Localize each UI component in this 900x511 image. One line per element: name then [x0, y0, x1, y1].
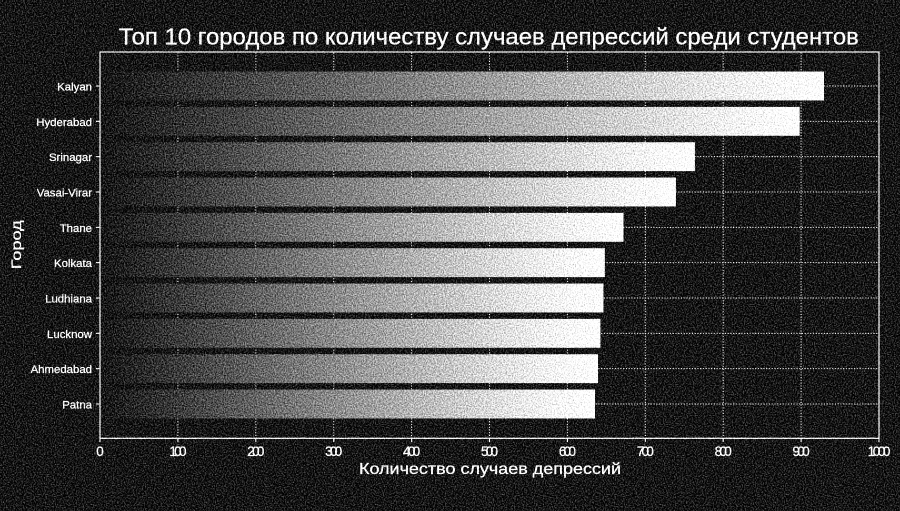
- svg-text:1000: 1000: [868, 444, 891, 459]
- svg-text:Ludhiana: Ludhiana: [45, 294, 93, 306]
- svg-text:Топ 10 городов по количеству с: Топ 10 городов по количеству случаев деп…: [119, 23, 859, 49]
- svg-text:600: 600: [559, 444, 576, 459]
- svg-text:Kalyan: Kalyan: [57, 82, 92, 94]
- svg-text:500: 500: [481, 444, 498, 459]
- svg-text:Patna: Patna: [62, 400, 92, 412]
- svg-text:700: 700: [637, 444, 654, 459]
- svg-text:Ahmedabad: Ahmedabad: [31, 364, 92, 376]
- svg-text:800: 800: [715, 444, 732, 459]
- svg-text:0: 0: [96, 444, 103, 459]
- svg-text:400: 400: [403, 444, 420, 459]
- svg-text:900: 900: [793, 444, 810, 459]
- svg-text:300: 300: [325, 444, 342, 459]
- svg-text:Lucknow: Lucknow: [47, 329, 93, 341]
- svg-text:Hyderabad: Hyderabad: [36, 117, 92, 129]
- svg-text:Город: Город: [8, 220, 24, 269]
- svg-text:Kolkata: Kolkata: [54, 258, 93, 270]
- svg-text:100: 100: [169, 444, 186, 459]
- svg-text:200: 200: [247, 444, 264, 459]
- svg-text:Thane: Thane: [60, 223, 92, 235]
- svg-text:Количество случаев депрессий: Количество случаев депрессий: [359, 461, 621, 478]
- svg-text:Vasai-Virar: Vasai-Virar: [37, 188, 92, 200]
- svg-text:Srinagar: Srinagar: [49, 152, 92, 164]
